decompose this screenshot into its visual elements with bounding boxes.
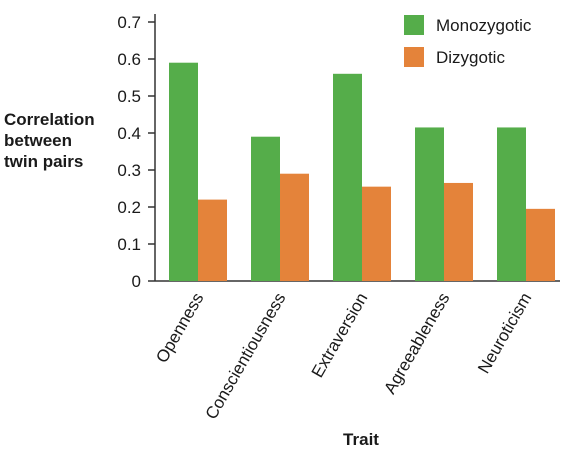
category-label-neuroticism: Neuroticism (474, 290, 535, 377)
y-tick-label: 0.2 (117, 198, 141, 217)
y-axis-title-line-3: twin pairs (4, 152, 83, 171)
bar-monozygotic-extraversion (333, 73, 362, 281)
y-tick-label: 0 (132, 272, 141, 291)
bar-dizygotic-conscientiousness (280, 173, 309, 281)
bar-dizygotic-neuroticism (526, 208, 555, 281)
category-label-openness: Openness (152, 290, 207, 367)
y-tick-label: 0.7 (117, 13, 141, 32)
category-label-agreeableness: Agreeableness (380, 290, 453, 398)
bars-group (169, 62, 555, 282)
y-tick-label: 0.3 (117, 161, 141, 180)
bar-monozygotic-conscientiousness (251, 136, 280, 281)
legend-label-monozygotic: Monozygotic (436, 16, 532, 35)
bar-monozygotic-openness (169, 62, 198, 282)
bar-monozygotic-neuroticism (497, 127, 526, 281)
bar-dizygotic-openness (198, 199, 227, 281)
bar-monozygotic-agreeableness (415, 127, 444, 281)
category-label-conscientiousness: Conscientiousness (202, 290, 290, 423)
y-tick-label: 0.4 (117, 124, 141, 143)
legend-label-dizygotic: Dizygotic (436, 48, 505, 67)
y-tick-label: 0.1 (117, 235, 141, 254)
bar-dizygotic-extraversion (362, 186, 391, 281)
legend-swatch-dizygotic (404, 47, 424, 67)
y-tick-label: 0.5 (117, 87, 141, 106)
category-label-extraversion: Extraversion (308, 290, 372, 381)
x-axis-title: Trait (343, 430, 379, 449)
y-axis-title-line-2: between (4, 131, 72, 150)
legend: Monozygotic Dizygotic (404, 15, 532, 67)
bar-dizygotic-agreeableness (444, 182, 473, 281)
y-axis-title-line-1: Correlation (4, 110, 95, 129)
legend-swatch-monozygotic (404, 15, 424, 35)
y-tick-label: 0.6 (117, 50, 141, 69)
y-axis-ticks: 0 0.1 0.2 0.3 0.4 0.5 0.6 0.7 (117, 13, 155, 291)
